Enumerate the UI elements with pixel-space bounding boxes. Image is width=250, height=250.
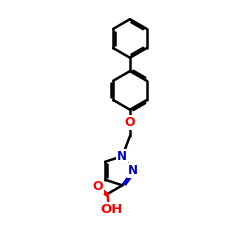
Text: N: N (117, 150, 127, 163)
Text: O: O (93, 180, 104, 192)
Text: OH: OH (100, 203, 123, 216)
Text: O: O (125, 116, 135, 129)
Text: N: N (128, 164, 138, 177)
